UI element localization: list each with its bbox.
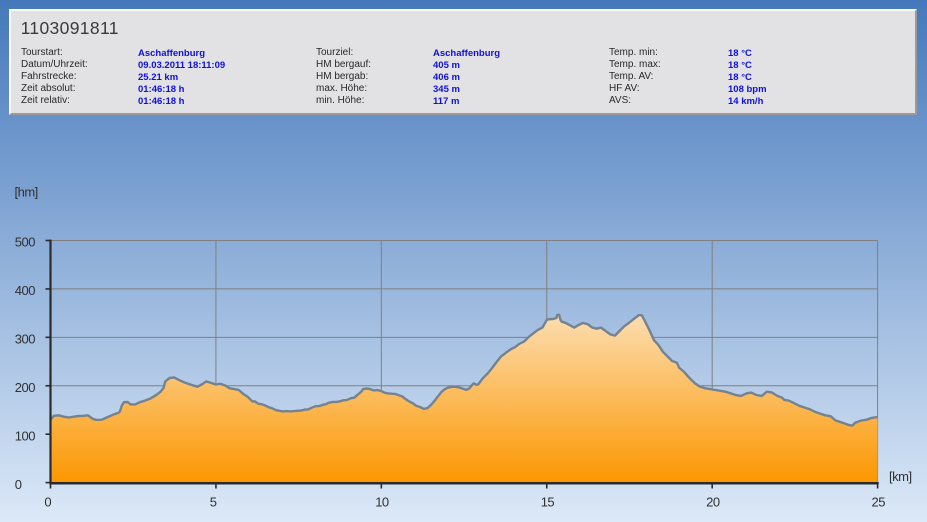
svg-text:5: 5 bbox=[210, 494, 217, 509]
svg-text:0: 0 bbox=[44, 494, 51, 509]
svg-text:25: 25 bbox=[872, 494, 886, 509]
svg-text:15: 15 bbox=[541, 494, 555, 509]
svg-text:20: 20 bbox=[706, 494, 720, 509]
svg-text:400: 400 bbox=[15, 283, 35, 298]
svg-text:300: 300 bbox=[15, 332, 35, 347]
svg-text:500: 500 bbox=[15, 235, 35, 250]
svg-text:[hm]: [hm] bbox=[15, 185, 38, 200]
svg-text:200: 200 bbox=[15, 380, 35, 395]
svg-text:[km]: [km] bbox=[889, 469, 912, 484]
svg-text:10: 10 bbox=[375, 494, 389, 509]
svg-text:0: 0 bbox=[15, 477, 22, 492]
svg-text:100: 100 bbox=[15, 428, 35, 443]
